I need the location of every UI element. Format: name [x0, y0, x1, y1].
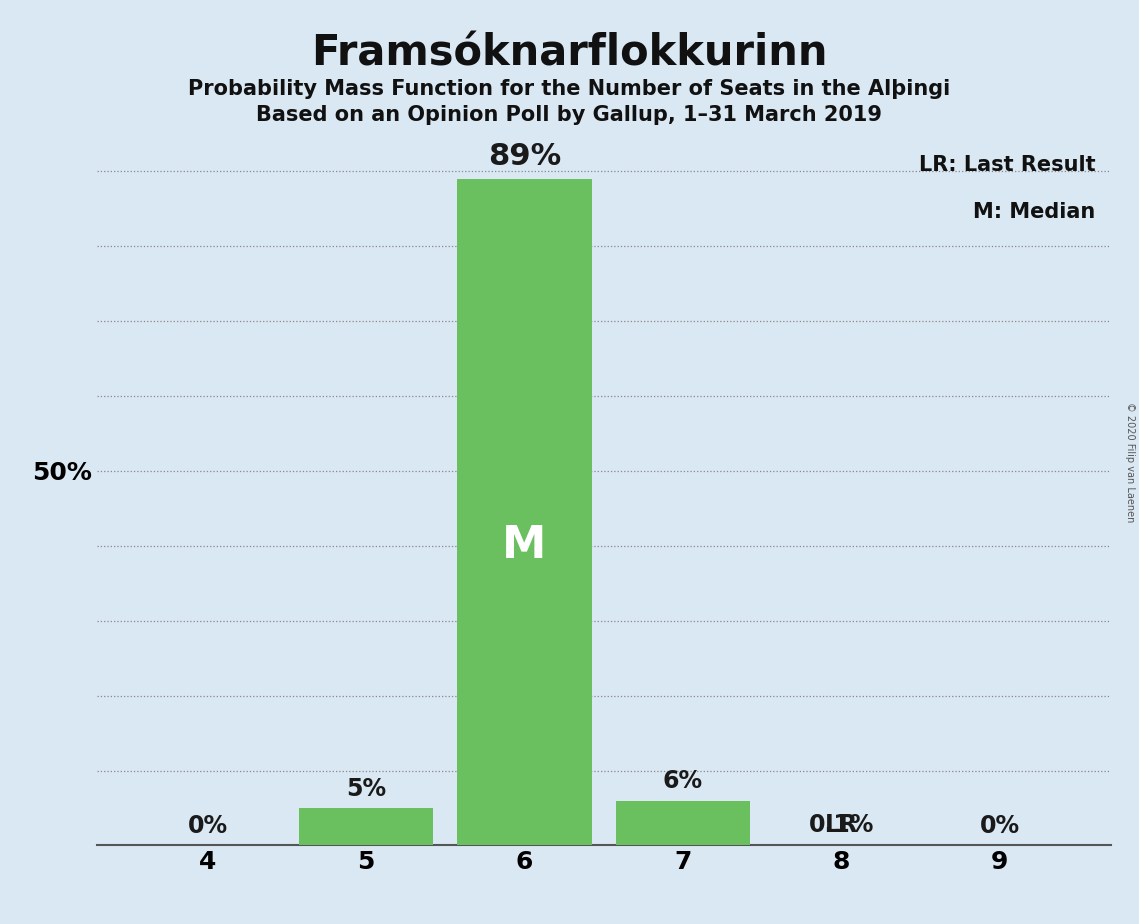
Text: © 2020 Filip van Laenen: © 2020 Filip van Laenen — [1125, 402, 1134, 522]
Text: 89%: 89% — [487, 142, 562, 172]
Text: Probability Mass Function for the Number of Seats in the Alþingi: Probability Mass Function for the Number… — [188, 79, 951, 99]
Text: 6%: 6% — [663, 769, 703, 793]
Text: M: M — [502, 524, 547, 567]
Bar — [615, 800, 751, 845]
Text: Based on an Opinion Poll by Gallup, 1–31 March 2019: Based on an Opinion Poll by Gallup, 1–31… — [256, 105, 883, 126]
Text: 0%: 0% — [188, 814, 228, 838]
Text: LR: Last Result: LR: Last Result — [919, 155, 1096, 176]
Text: 0.1%: 0.1% — [809, 813, 874, 837]
Bar — [298, 808, 434, 845]
Text: 5%: 5% — [346, 776, 386, 800]
Text: 0%: 0% — [980, 814, 1019, 838]
Bar — [457, 179, 592, 845]
Text: Framsóknarflokkurinn: Framsóknarflokkurinn — [311, 32, 828, 74]
Text: M: Median: M: Median — [973, 201, 1096, 222]
Text: LR: LR — [825, 813, 858, 837]
